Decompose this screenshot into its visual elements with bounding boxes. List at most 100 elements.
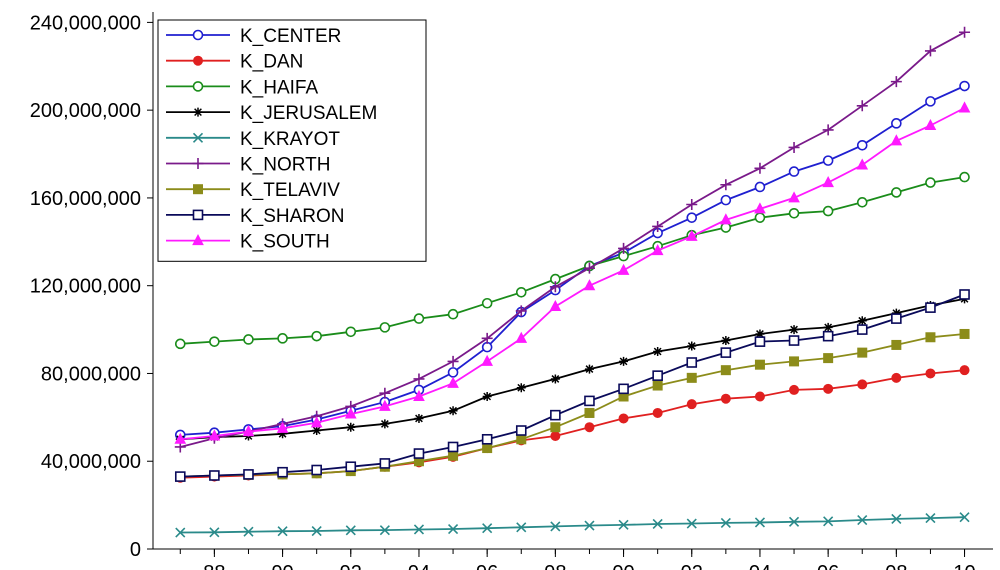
data-point-k-haifa [788, 207, 800, 219]
data-point-k-jerusalem [312, 426, 322, 436]
data-point-k-haifa [345, 326, 357, 338]
data-point-k-center [822, 155, 834, 166]
data-point-k-sharon [652, 370, 663, 381]
data-point-k-south [685, 229, 698, 241]
data-point-k-krayot [311, 525, 322, 537]
legend-label-k-sharon: K_SHARON [240, 206, 345, 227]
data-point-k-jerusalem [516, 383, 526, 393]
data-point-k-sharon [686, 357, 698, 368]
data-point-k-south [310, 416, 323, 428]
data-point-k-krayot [754, 517, 766, 528]
data-point-k-south [754, 202, 766, 214]
data-point-k-sharon [618, 383, 629, 395]
data-point-k-north [924, 45, 936, 57]
data-point-k-telaviv [754, 359, 765, 370]
data-point-k-krayot [413, 524, 425, 535]
data-point-k-north [481, 332, 493, 344]
data-point-k-sharon [720, 347, 732, 358]
data-point-k-haifa [754, 212, 766, 223]
legend-item-k-center: K_CENTER [166, 26, 341, 47]
data-point-k-sharon [311, 464, 322, 476]
data-point-k-krayot [448, 523, 459, 535]
data-point-k-krayot [891, 513, 902, 525]
series-line-k-telaviv [180, 333, 965, 478]
data-point-k-north [754, 162, 766, 174]
series-line-k-haifa [180, 176, 965, 345]
data-point-k-north [959, 26, 971, 38]
data-point-k-krayot [652, 518, 663, 530]
data-point-k-north [822, 124, 834, 136]
data-point-k-dan [959, 365, 970, 376]
legend-item-k-dan: K_DAN [166, 52, 303, 73]
legend-marker-k-jerusalem [193, 107, 203, 117]
data-point-k-krayot [482, 523, 493, 534]
x-tick-label: 06 [817, 562, 839, 570]
y-tick-label: 200,000,000 [30, 100, 141, 122]
data-point-k-krayot [345, 525, 356, 536]
x-tick-label: 02 [681, 562, 703, 570]
data-point-k-haifa [447, 308, 459, 320]
x-tick-label: 90 [271, 562, 293, 570]
legend-marker-k-south [192, 234, 204, 246]
data-point-k-haifa [413, 313, 425, 324]
legend-label-k-telaviv: K_TELAVIV [240, 180, 340, 201]
x-tick-label: 10 [953, 562, 975, 570]
data-point-k-krayot [209, 527, 220, 538]
data-point-k-haifa [311, 330, 322, 342]
data-point-k-haifa [481, 297, 493, 309]
legend-label-k-haifa: K_HAIFA [240, 77, 318, 98]
legend-marker-k-haifa [192, 81, 204, 92]
data-point-k-haifa [174, 338, 186, 350]
data-point-k-jerusalem [278, 429, 288, 439]
data-point-k-jerusalem [891, 308, 901, 318]
data-point-k-telaviv [925, 332, 936, 343]
legend-item-k-haifa: K_HAIFA [166, 77, 318, 98]
data-point-k-telaviv [891, 339, 902, 350]
data-point-k-south [617, 263, 630, 275]
data-point-k-sharon [481, 433, 493, 445]
data-point-k-dan [550, 430, 561, 441]
data-point-k-north [618, 242, 630, 254]
data-point-k-krayot [720, 517, 731, 528]
x-tick-label: 00 [612, 562, 634, 570]
data-point-k-north [515, 305, 527, 317]
data-point-k-haifa [959, 171, 970, 183]
legend-item-k-jerusalem: K_JERUSALEM [166, 103, 377, 124]
data-point-k-jerusalem [857, 316, 867, 326]
data-point-k-south [242, 425, 255, 437]
data-point-k-dan [584, 422, 595, 433]
data-point-k-krayot [516, 522, 527, 533]
series-line-k-south [180, 107, 965, 441]
legend-marker-k-krayot [192, 132, 204, 143]
data-point-k-sharon [345, 461, 357, 473]
data-point-k-haifa [277, 333, 288, 344]
data-point-k-dan [925, 368, 936, 379]
data-point-k-telaviv [516, 434, 527, 445]
data-point-k-krayot [175, 527, 186, 538]
data-point-k-south [515, 331, 528, 343]
data-point-k-north [890, 76, 902, 88]
data-point-k-south [413, 389, 425, 402]
data-point-k-north [720, 179, 732, 191]
series-line-k-jerusalem [180, 298, 965, 441]
data-point-k-center [447, 367, 459, 378]
legend-marker-k-sharon [192, 209, 204, 221]
data-point-k-dan [686, 399, 697, 410]
data-point-k-telaviv [686, 372, 697, 383]
legend-label-k-jerusalem: K_JERUSALEM [240, 103, 377, 124]
legend-item-k-telaviv: K_TELAVIV [166, 180, 340, 201]
data-point-k-dan [857, 379, 868, 390]
y-tick-label: 80,000,000 [41, 363, 141, 385]
x-tick-label: 98 [544, 562, 566, 570]
data-point-k-sharon [822, 330, 834, 342]
data-point-k-krayot [584, 520, 595, 531]
data-point-k-telaviv [584, 407, 595, 418]
data-point-k-jerusalem [755, 329, 765, 339]
data-point-k-jerusalem [823, 322, 833, 332]
data-point-k-jerusalem [789, 325, 799, 335]
x-tick-label: 04 [749, 562, 771, 570]
data-point-k-jerusalem [619, 356, 629, 366]
data-point-k-south [174, 432, 187, 444]
